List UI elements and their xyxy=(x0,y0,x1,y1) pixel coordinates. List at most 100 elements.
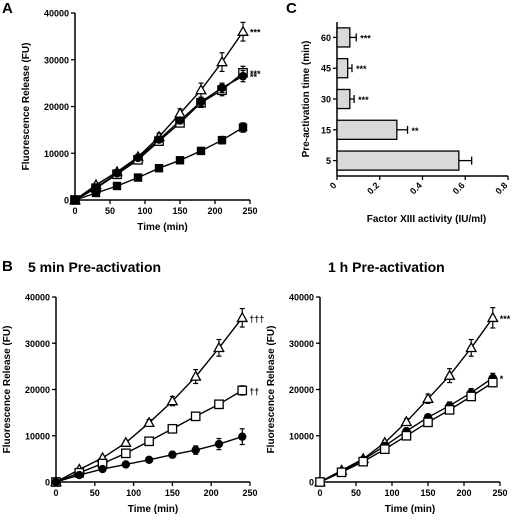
bar xyxy=(336,119,398,140)
y-tick-label: 30000 xyxy=(44,55,69,65)
y-tick-label: 40000 xyxy=(25,293,50,303)
chart-b-left: 0 10000 20000 30000 40000 0 50 100 150 200 250 Time… xyxy=(2,293,264,516)
x-axis-label: Time (min) xyxy=(128,504,178,515)
data-point xyxy=(336,467,347,478)
y-tick-label: 0 xyxy=(64,196,69,206)
data-point xyxy=(401,430,412,441)
data-point xyxy=(217,83,227,93)
y-tick-label: 0 xyxy=(309,478,314,488)
y-axis-label: Fluorescence Release (FU) xyxy=(2,326,13,454)
bar xyxy=(336,88,351,110)
y-axis-label: Fluorescence Release (FU) xyxy=(21,43,32,171)
data-point xyxy=(167,423,178,434)
data-point xyxy=(120,448,131,459)
data-point xyxy=(144,455,154,464)
x-tick-label: 200 xyxy=(456,488,471,498)
data-point xyxy=(144,436,154,447)
x-tick-label: 50 xyxy=(90,488,100,498)
panel-c-letter: C xyxy=(286,0,297,17)
y-tick-label: 40000 xyxy=(289,293,314,303)
data-point xyxy=(195,83,207,95)
data-point xyxy=(168,450,177,459)
significance-label: * xyxy=(500,374,504,384)
data-point xyxy=(216,55,228,67)
x-axis-label: Time (min) xyxy=(137,222,187,233)
data-point xyxy=(121,460,131,469)
data-point xyxy=(443,369,456,380)
series-4 xyxy=(70,122,248,205)
data-point xyxy=(70,195,80,205)
data-point xyxy=(98,464,107,474)
data-point xyxy=(196,97,206,107)
x-tick-label: 250 xyxy=(242,488,257,498)
significance-label: ** xyxy=(412,126,420,136)
data-point xyxy=(315,477,325,487)
x-tick-label: 0 xyxy=(328,180,339,191)
x-tick-label: 0 xyxy=(72,206,77,216)
x-tick-label: 100 xyxy=(126,488,141,498)
data-point xyxy=(237,25,249,36)
y-axis-label: Pre-activation time (min) xyxy=(301,41,312,158)
data-point xyxy=(189,370,202,381)
x-axis-label: Factor XIII activity (IU/ml) xyxy=(367,214,486,225)
data-point xyxy=(213,341,225,353)
x-tick-label: 0.6 xyxy=(451,180,467,196)
x-tick-label: 100 xyxy=(137,206,152,216)
series-3 xyxy=(51,428,247,487)
data-point xyxy=(154,164,164,173)
data-point xyxy=(175,156,185,165)
data-point xyxy=(112,181,122,191)
panel-a-letter: A xyxy=(2,0,13,17)
data-point xyxy=(214,399,224,410)
chart-c: 0 0.2 0.4 0.6 0.8 60 *** 45 *** 30 *** 15 ** 5 Factor … xyxy=(301,22,509,225)
data-point xyxy=(75,470,84,480)
data-point xyxy=(358,456,369,467)
x-tick-label: 50 xyxy=(105,206,115,216)
data-point xyxy=(444,404,455,415)
data-point xyxy=(487,377,498,388)
series-line xyxy=(74,31,244,201)
data-point xyxy=(423,417,433,428)
significance-label: †† xyxy=(249,386,259,396)
data-point xyxy=(238,123,248,132)
data-point xyxy=(217,135,227,145)
data-point xyxy=(133,173,143,182)
data-point xyxy=(196,146,206,156)
x-tick-label: 250 xyxy=(492,488,507,498)
y-axis-label: Fluorescence Release (FU) xyxy=(266,326,277,454)
significance-label: ††† xyxy=(249,314,264,324)
y-tick-label: 20000 xyxy=(44,102,69,112)
data-point xyxy=(190,411,201,422)
series-1: *** xyxy=(69,21,261,205)
panel-b-letter: B xyxy=(2,258,13,275)
bar xyxy=(336,150,460,171)
series-2: *** xyxy=(70,65,261,205)
x-axis-label: Time (min) xyxy=(385,504,435,515)
data-point xyxy=(486,311,499,323)
data-point xyxy=(400,415,413,427)
y-tick-label: 30000 xyxy=(25,339,50,349)
y-tick-label: 0 xyxy=(45,478,50,488)
series-2: †† xyxy=(51,385,259,487)
x-tick-label: 0 xyxy=(317,488,322,498)
x-tick-label: 150 xyxy=(172,206,187,216)
data-point xyxy=(379,444,390,455)
chart-b-right: 0 10000 20000 30000 40000 0 50 100 150 200 250 Time… xyxy=(266,293,511,516)
significance-label: *** xyxy=(250,69,261,79)
category-label: 60 xyxy=(321,33,331,43)
y-tick-label: 10000 xyxy=(289,431,314,441)
data-point xyxy=(112,169,122,178)
data-point xyxy=(466,391,477,402)
data-point xyxy=(465,341,478,353)
category-label: 45 xyxy=(321,64,331,74)
data-point xyxy=(175,116,185,125)
data-point xyxy=(422,392,434,404)
panel-b-left-title: 5 min Pre-activation xyxy=(28,259,162,275)
x-tick-label: 50 xyxy=(351,488,361,498)
data-point xyxy=(191,445,200,455)
category-label: 30 xyxy=(321,95,331,105)
data-point xyxy=(91,188,101,198)
x-tick-label: 150 xyxy=(420,488,435,498)
y-tick-label: 20000 xyxy=(289,385,314,395)
